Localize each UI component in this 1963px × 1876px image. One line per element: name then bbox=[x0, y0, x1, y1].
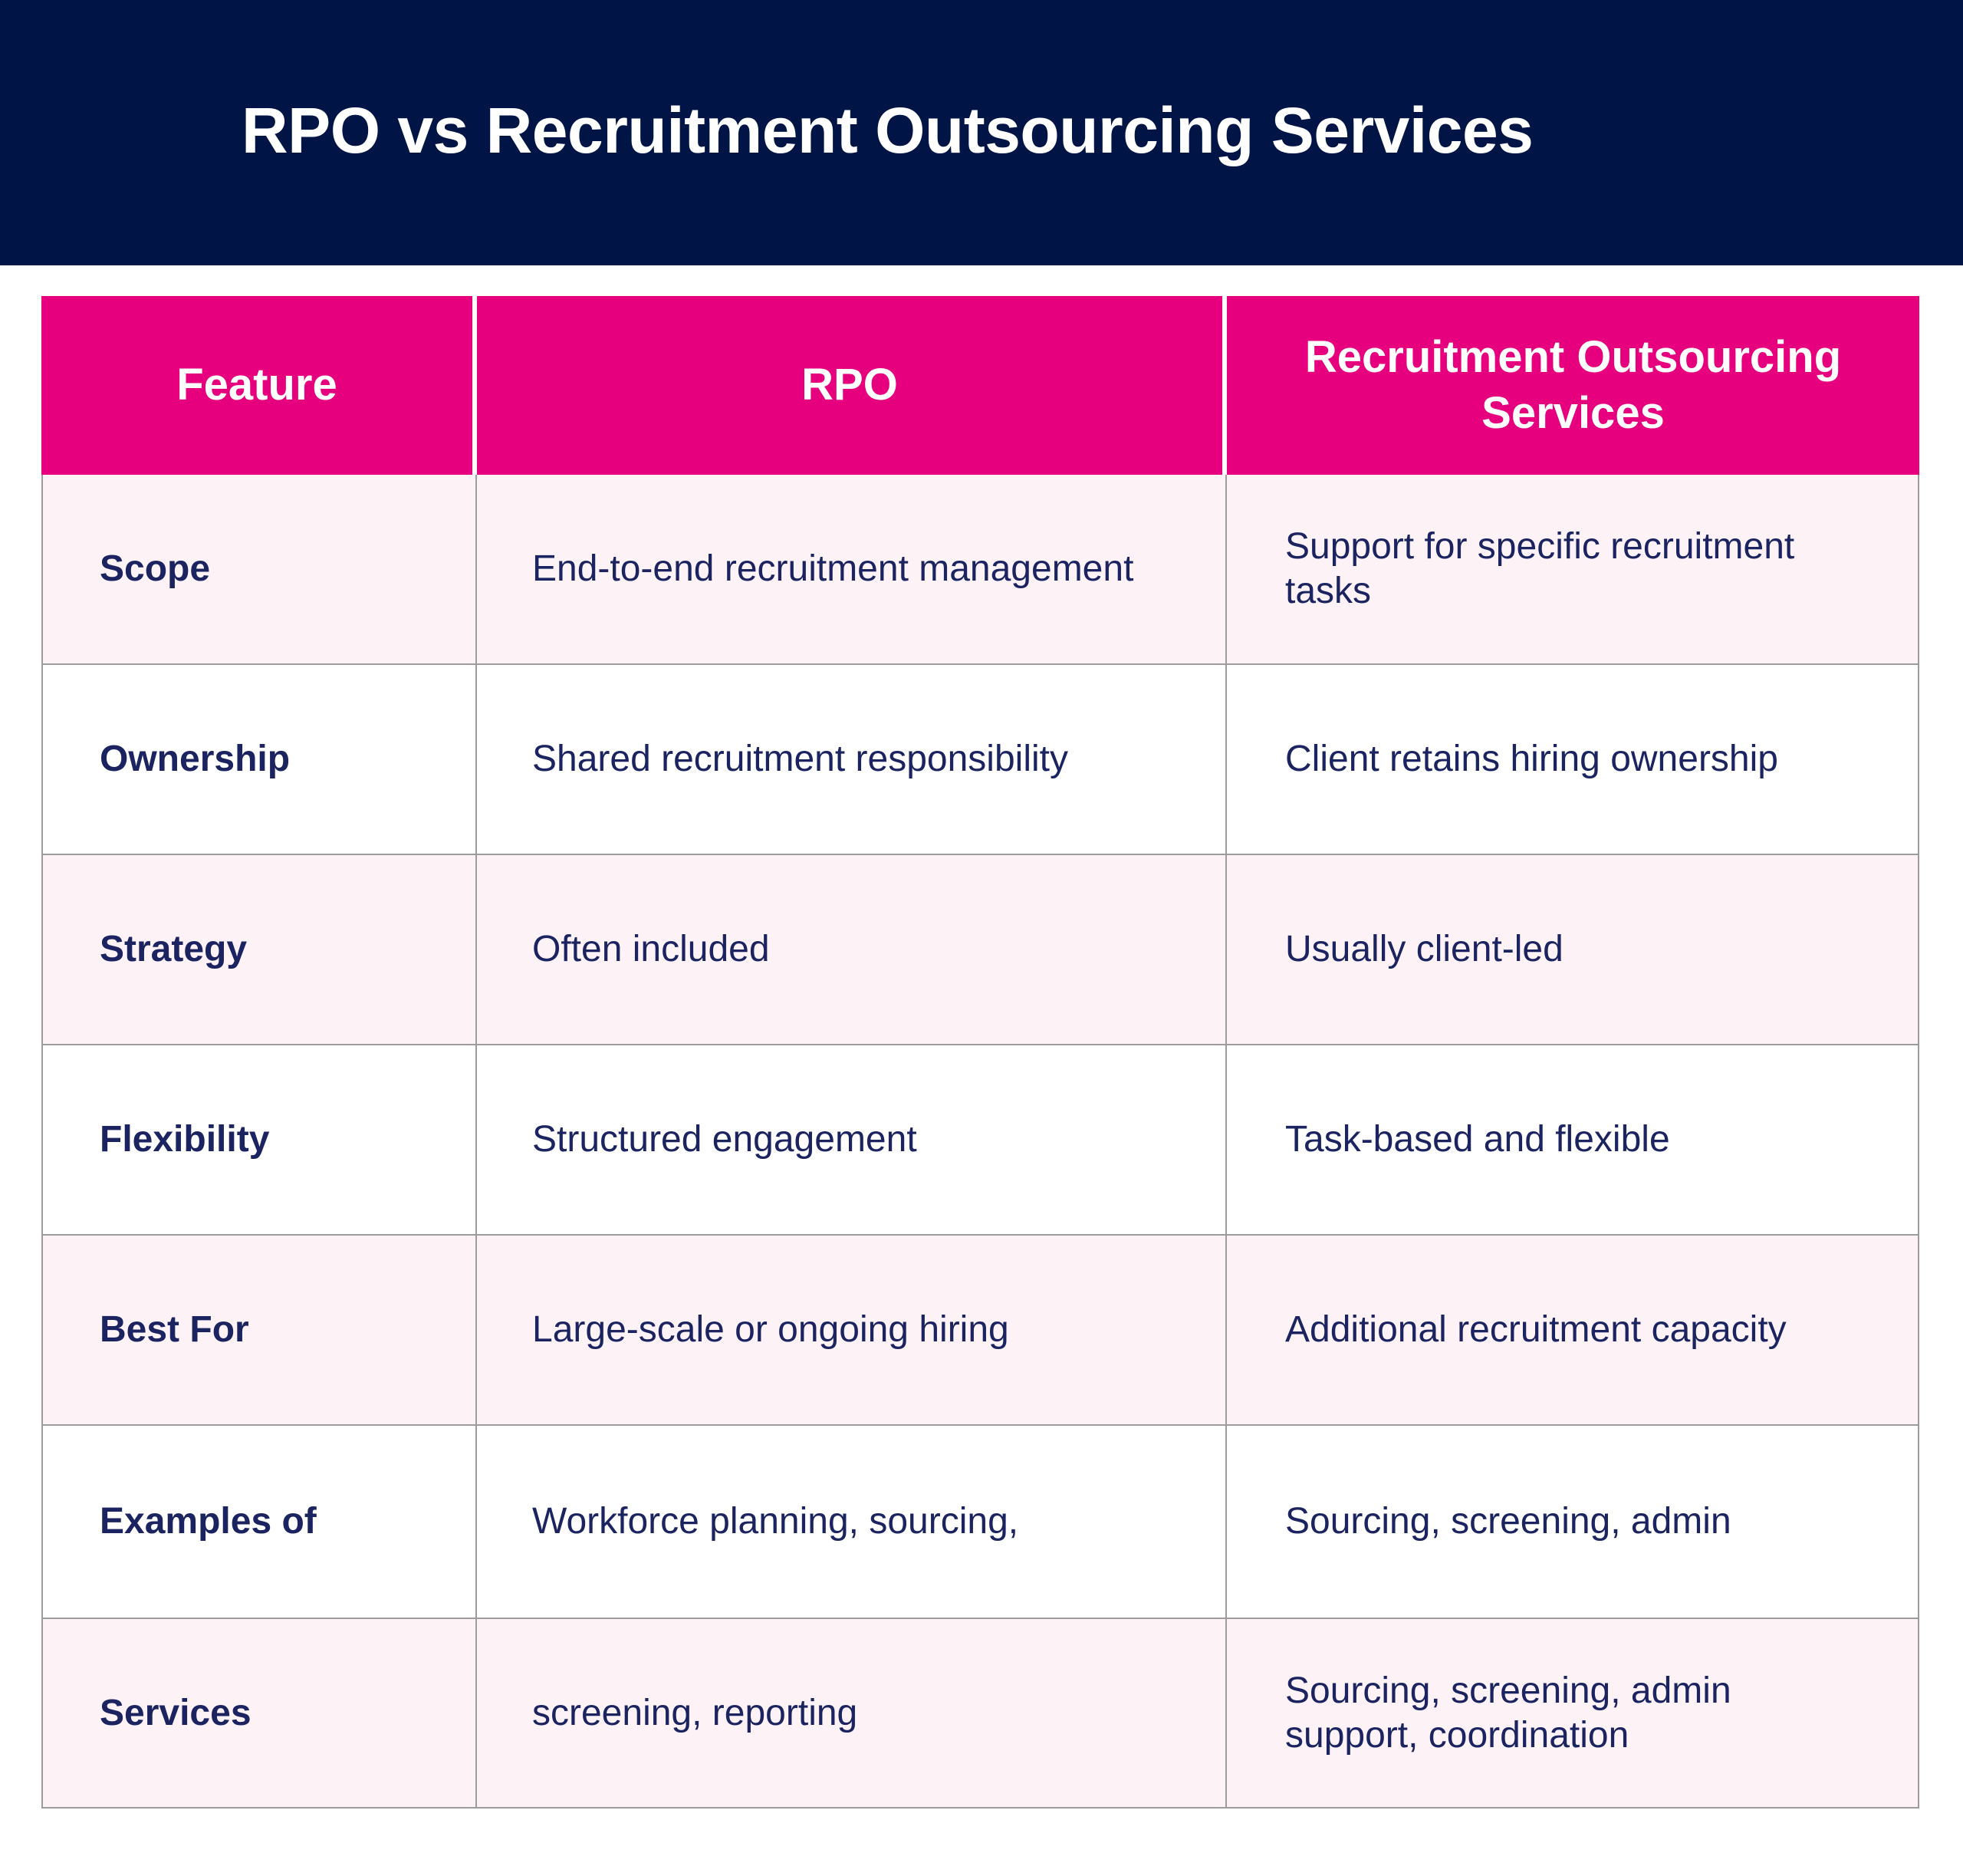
table-cell-recruitment-outsourcing: Task-based and flexible bbox=[1227, 1045, 1919, 1236]
cell-text: Usually client-led bbox=[1285, 929, 1563, 970]
cell-text: Often included bbox=[532, 929, 770, 970]
table-cell-rpo: Structured engagement bbox=[477, 1045, 1227, 1236]
cell-text: Client retains hiring ownership bbox=[1285, 739, 1778, 780]
table-cell-recruitment-outsourcing: Client retains hiring ownership bbox=[1227, 665, 1919, 855]
cell-text: Task-based and flexible bbox=[1285, 1119, 1670, 1160]
cell-text: Structured engagement bbox=[532, 1119, 917, 1160]
table-cell-rpo: Shared recruitment responsibility bbox=[477, 665, 1227, 855]
table-cell-rpo: Often included bbox=[477, 855, 1227, 1045]
table-cell-rpo: Workforce planning, sourcing, bbox=[477, 1426, 1227, 1619]
cell-text: Support for specific recruitment tasks bbox=[1285, 526, 1795, 611]
cell-text: Workforce planning, sourcing, bbox=[532, 1501, 1019, 1542]
header-label: Recruitment Outsourcing Services bbox=[1304, 332, 1842, 438]
table-cell-recruitment-outsourcing: Sourcing, screening, admin bbox=[1227, 1426, 1919, 1619]
cell-text: Additional recruitment capacity bbox=[1285, 1309, 1787, 1351]
cell-text: Shared recruitment responsibility bbox=[532, 739, 1068, 780]
table-cell-recruitment-outsourcing: Additional recruitment capacity bbox=[1227, 1236, 1919, 1426]
cell-text: Ownership bbox=[100, 739, 291, 780]
table-cell-feature: Scope bbox=[41, 475, 477, 665]
table-cell-rpo: screening, reporting bbox=[477, 1619, 1227, 1809]
header-cell-rpo: RPO bbox=[477, 296, 1227, 475]
table-cell-feature: Flexibility bbox=[41, 1045, 477, 1236]
header-cell-feature: Feature bbox=[41, 296, 477, 475]
table-cell-recruitment-outsourcing: Support for specific recruitment tasks bbox=[1227, 475, 1919, 665]
table-cell-feature: Ownership bbox=[41, 665, 477, 855]
table-cell-recruitment-outsourcing: Sourcing, screening, admin support, coor… bbox=[1227, 1619, 1919, 1809]
header-cell-recruitment-outsourcing: Recruitment Outsourcing Services bbox=[1227, 296, 1919, 475]
cell-text: Sourcing, screening, admin support, coor… bbox=[1285, 1670, 1731, 1756]
cell-text: Flexibility bbox=[100, 1119, 270, 1160]
cell-text: Scope bbox=[100, 548, 211, 590]
table-cell-rpo: End-to-end recruitment management bbox=[477, 475, 1227, 665]
table-cell-feature: Strategy bbox=[41, 855, 477, 1045]
header-band: RPO vs Recruitment Outsourcing Services bbox=[0, 0, 1963, 265]
cell-text: End-to-end recruitment management bbox=[532, 548, 1134, 590]
page-title: RPO vs Recruitment Outsourcing Services bbox=[242, 94, 1534, 166]
cell-text: Strategy bbox=[100, 929, 248, 970]
cell-text: Services bbox=[100, 1692, 252, 1733]
cell-text: Sourcing, screening, admin bbox=[1285, 1501, 1731, 1542]
table-cell-feature: Examples of bbox=[41, 1426, 477, 1619]
cell-text: Large-scale or ongoing hiring bbox=[532, 1309, 1009, 1351]
table-cell-rpo: Large-scale or ongoing hiring bbox=[477, 1236, 1227, 1426]
cell-text: Examples of bbox=[100, 1501, 317, 1542]
table-cell-feature: Best For bbox=[41, 1236, 477, 1426]
cell-text: Best For bbox=[100, 1309, 249, 1351]
table-cell-feature: Services bbox=[41, 1619, 477, 1809]
table-cell-recruitment-outsourcing: Usually client-led bbox=[1227, 855, 1919, 1045]
header-label: Feature bbox=[176, 360, 337, 410]
cell-text: screening, reporting bbox=[532, 1692, 858, 1733]
comparison-table: Feature RPO Recruitment Outsourcing Serv… bbox=[41, 296, 1919, 1809]
header-label: RPO bbox=[801, 360, 898, 410]
